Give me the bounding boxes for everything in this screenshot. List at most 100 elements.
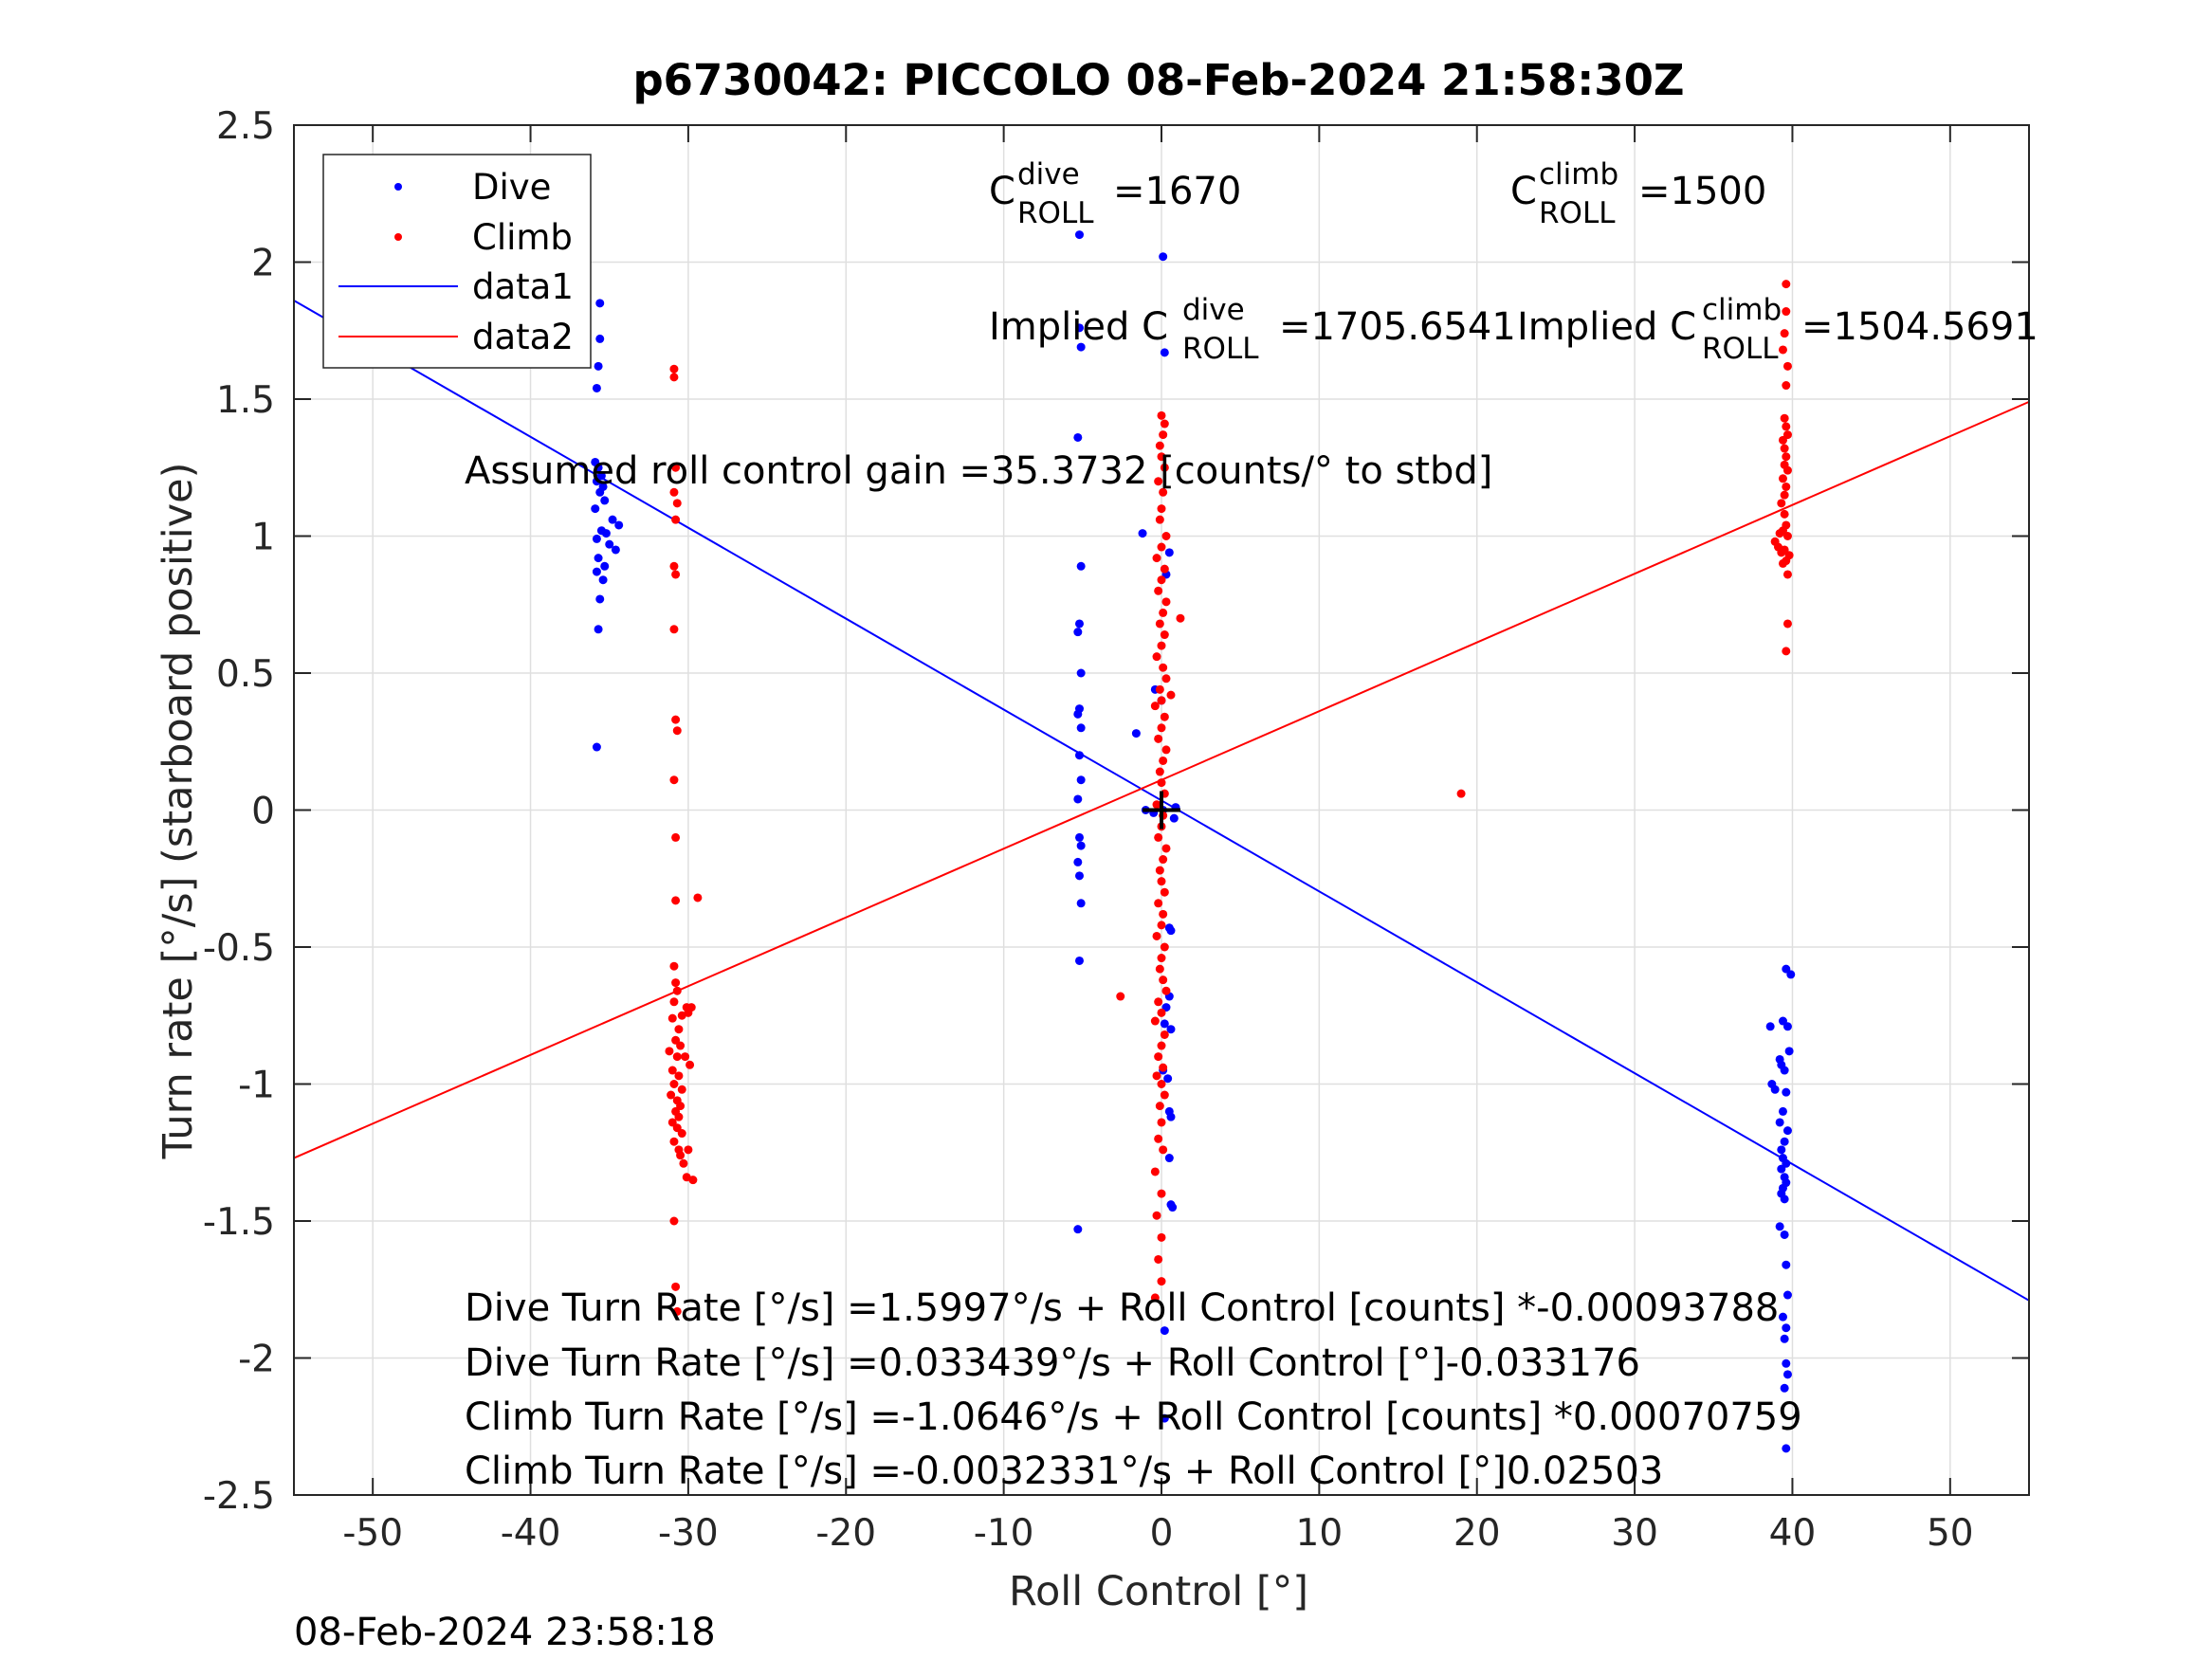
y-tick-label: -1: [238, 1065, 275, 1107]
point-dive: [1074, 832, 1084, 842]
point-dive: [1782, 1260, 1791, 1269]
point-climb: [1116, 992, 1125, 1001]
point-climb: [674, 1071, 684, 1081]
point-dive: [1159, 252, 1168, 262]
point-climb: [679, 1158, 688, 1168]
point-climb: [1154, 1134, 1163, 1143]
point-climb: [1154, 1052, 1163, 1062]
point-climb: [1166, 690, 1176, 700]
point-climb: [1780, 329, 1789, 338]
point-dive: [1160, 1326, 1169, 1336]
point-climb: [1159, 975, 1168, 985]
point-climb: [1155, 441, 1164, 450]
point-dive: [592, 567, 601, 576]
implied-climb-value: =1504.5691: [1801, 305, 2038, 349]
point-climb: [672, 1052, 682, 1062]
point-climb: [1152, 931, 1161, 940]
x-tick-label: 40: [1769, 1512, 1817, 1555]
point-climb: [1157, 641, 1166, 650]
point-dive: [1782, 1087, 1791, 1097]
y-tick-label: 0.5: [216, 653, 275, 696]
point-dive: [1778, 1106, 1787, 1116]
implied-climb-sub: ROLL: [1702, 332, 1779, 366]
point-climb: [1161, 745, 1171, 755]
point-climb: [684, 1145, 693, 1155]
point-climb: [671, 715, 681, 724]
point-dive: [1765, 1022, 1775, 1031]
point-dive: [1164, 1154, 1174, 1163]
point-climb: [1157, 410, 1166, 420]
point-climb: [1155, 515, 1164, 524]
data-points: [591, 230, 1796, 1453]
fit-line-1: Dive Turn Rate [°/s] =1.5997°/s + Roll C…: [465, 1286, 1779, 1330]
point-climb: [1157, 1041, 1166, 1050]
point-climb: [1780, 413, 1789, 423]
point-climb: [672, 726, 682, 736]
point-climb: [1782, 361, 1792, 371]
point-climb: [1782, 619, 1792, 629]
point-dive: [1780, 1137, 1789, 1146]
point-climb: [1157, 1277, 1166, 1286]
point-climb: [1160, 564, 1169, 574]
c-dive-base: C: [989, 170, 1015, 213]
point-climb: [681, 1052, 690, 1062]
chart-title: p6730042: PICCOLO 08-Feb-2024 21:58:30Z: [632, 55, 1684, 105]
axis-ticks: -50 -40 -30 -20 -10 0 10 20 30 40 50-2.5-2-1.5-1-0…: [203, 105, 2029, 1555]
point-climb: [1154, 477, 1163, 486]
point-dive: [1782, 1358, 1791, 1368]
implied-c-roll-climb-annotation: Implied C climb ROLL =1504.5691: [1517, 293, 2038, 366]
point-climb: [1778, 558, 1787, 568]
point-climb: [1152, 554, 1161, 563]
c-roll-dive-annotation: C dive ROLL =1670: [989, 157, 1241, 230]
point-climb: [1155, 1102, 1164, 1111]
point-climb: [671, 896, 681, 905]
point-dive: [1782, 1370, 1792, 1379]
point-climb: [676, 1041, 686, 1050]
point-dive: [592, 742, 601, 752]
point-dive: [614, 520, 624, 530]
point-dive: [1770, 1085, 1780, 1094]
implied-dive-value: =1705.6541: [1279, 305, 1516, 349]
point-climb: [1777, 548, 1786, 557]
x-tick-label: -40: [501, 1512, 561, 1555]
x-tick-label: -20: [815, 1512, 876, 1555]
point-dive: [1073, 628, 1083, 637]
point-climb: [677, 1085, 686, 1094]
implied-dive-prefix: Implied C: [989, 305, 1168, 349]
y-tick-label: -2.5: [203, 1475, 275, 1518]
point-climb: [1161, 986, 1171, 995]
legend-label-climb: Climb: [472, 217, 573, 258]
point-climb: [1782, 280, 1791, 289]
point-climb: [1161, 674, 1171, 684]
point-climb: [1782, 570, 1792, 579]
point-climb: [1161, 844, 1171, 853]
point-dive: [1778, 1312, 1787, 1322]
point-dive: [1782, 1022, 1792, 1031]
legend-box: [322, 154, 592, 369]
point-dive: [1073, 794, 1083, 804]
point-dive: [605, 539, 614, 549]
point-dive: [1073, 1225, 1083, 1234]
point-dive: [1164, 548, 1174, 557]
point-dive: [594, 554, 603, 563]
origin-marker: [1143, 791, 1180, 830]
point-climb: [688, 1176, 698, 1185]
point-climb: [1176, 613, 1185, 623]
point-dive: [1073, 432, 1083, 442]
point-dive: [592, 383, 601, 392]
point-climb: [669, 625, 679, 634]
point-climb: [665, 1047, 674, 1056]
point-climb: [671, 570, 681, 579]
point-climb: [1456, 789, 1466, 798]
point-dive: [1782, 1126, 1792, 1136]
implied-dive-sub: ROLL: [1182, 332, 1259, 366]
point-dive: [595, 487, 605, 497]
c-climb-base: C: [1510, 170, 1537, 213]
point-dive: [600, 496, 610, 505]
point-climb: [667, 1066, 677, 1075]
point-climb: [669, 997, 679, 1007]
point-climb: [1157, 723, 1166, 733]
point-climb: [1154, 1254, 1163, 1264]
point-climb: [1782, 482, 1791, 491]
